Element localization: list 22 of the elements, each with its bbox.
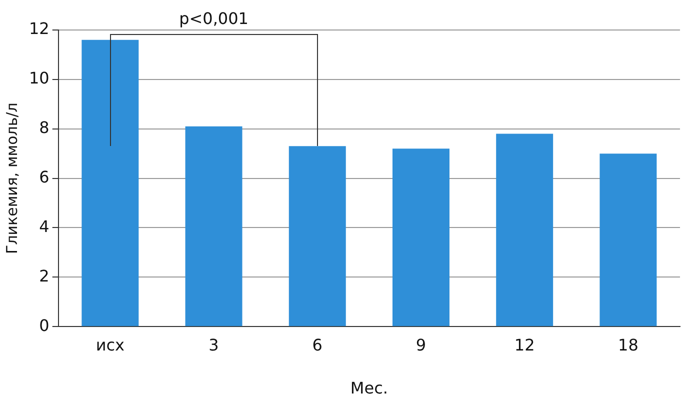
x-tick-label: 12 [514,335,535,354]
bar [185,126,242,326]
text: p<0,001 [179,9,248,28]
bar [392,148,450,326]
bar [288,146,346,326]
x-tick-label: 3 [208,335,219,354]
x-tick-label: исх [96,335,124,354]
y-axis-title: Гликемия, ммоль/л [2,102,21,254]
y-tick-label: 10 [29,68,50,88]
bar [82,40,139,326]
x-tick-label: 9 [416,335,426,354]
x-tick-label: 6 [312,335,322,354]
x-axis-title: Мес. [350,378,388,398]
y-tick-label: 2 [39,266,50,286]
y-tick-label: 0 [39,316,50,335]
y-tick-label: 4 [39,216,50,236]
y-tick-label: 8 [39,118,50,138]
y-tick-label: 6 [39,167,50,186]
x-tick-label: 18 [618,335,638,354]
bar [600,154,657,326]
bar [496,134,554,326]
y-tick-label: 12 [29,19,50,38]
